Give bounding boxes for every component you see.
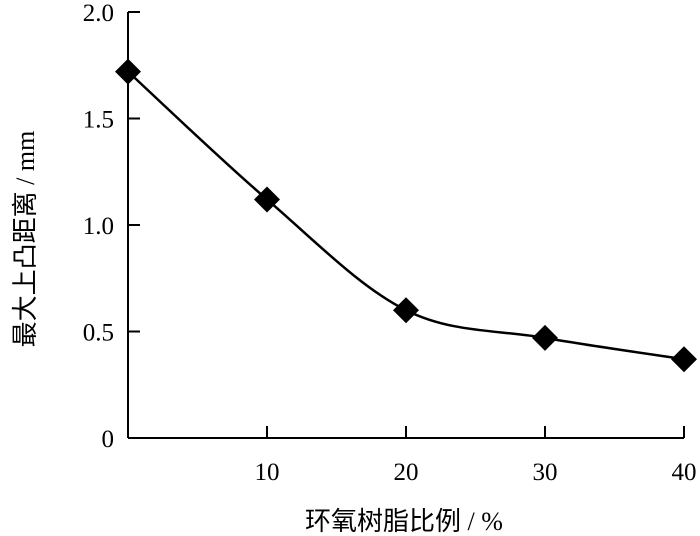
- y-tick-label: 1.0: [83, 213, 114, 240]
- y-tick-label: 2.0: [83, 0, 114, 27]
- data-point-diamond: [671, 346, 697, 373]
- data-points: [115, 58, 697, 373]
- x-axis-title: 环氧树脂比例 / %: [305, 507, 503, 536]
- data-point-diamond: [254, 186, 280, 213]
- axes: [127, 12, 684, 439]
- x-ticks: 10 20 30 40: [255, 426, 697, 486]
- x-tick-label: 40: [672, 459, 697, 486]
- x-tick-label: 30: [533, 459, 558, 486]
- data-point-diamond: [532, 324, 558, 351]
- x-tick-label: 20: [394, 459, 419, 486]
- y-tick-label: 1.5: [83, 107, 114, 134]
- x-tick-label: 10: [255, 459, 280, 486]
- data-point-diamond: [393, 297, 419, 324]
- y-ticks: 0 0.5 1.0 1.5 2.0: [83, 0, 140, 453]
- y-axis-title: 最大上凸距离 / mm: [11, 131, 40, 348]
- y-tick-label: 0: [102, 426, 115, 453]
- y-tick-label: 0.5: [83, 320, 114, 347]
- data-point-diamond: [115, 58, 141, 85]
